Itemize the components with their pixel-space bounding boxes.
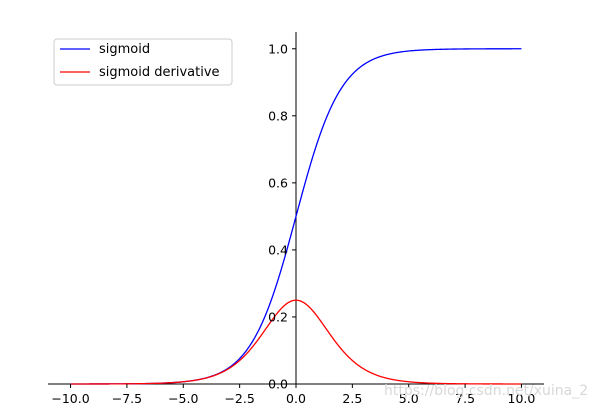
y-tick-label: 0.4 — [268, 242, 288, 257]
x-tick-label: 5.0 — [399, 391, 419, 406]
x-tick-label: −7.5 — [112, 391, 142, 406]
series-line-sigmoid-derivative — [70, 299, 522, 385]
y-tick-label: 0.8 — [268, 108, 288, 123]
x-tick-label: 7.5 — [455, 391, 475, 406]
legend: sigmoid sigmoid derivative — [53, 38, 233, 86]
y-tick-label: 0.6 — [268, 175, 288, 190]
x-tick-label: 0.0 — [286, 391, 306, 406]
y-tick-label: 0.0 — [268, 377, 288, 392]
x-tick-label: −2.5 — [224, 391, 254, 406]
x-tick-label: −10.0 — [51, 391, 89, 406]
x-tick-label: 10.0 — [508, 391, 536, 406]
x-ticks: −10.0 −7.5 −5.0 −2.5 0.0 2.5 5.0 7.5 10.0 — [51, 384, 535, 406]
watermark: https://blog.csdn.net/xuina_2 — [384, 383, 588, 399]
curves — [70, 48, 522, 385]
y-tick-label: 1.0 — [268, 41, 288, 56]
legend-label-sigmoid: sigmoid — [99, 42, 150, 57]
legend-box — [53, 38, 233, 86]
y-ticks: 0.0 0.2 0.4 0.6 0.8 1.0 — [268, 41, 296, 392]
y-tick-label: 0.2 — [268, 309, 288, 324]
x-tick-label: 2.5 — [342, 391, 362, 406]
legend-label-sigmoid-derivative: sigmoid derivative — [99, 65, 220, 80]
x-tick-label: −5.0 — [168, 391, 198, 406]
